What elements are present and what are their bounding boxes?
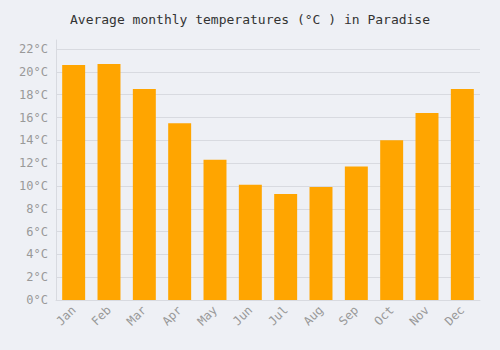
svg-text:Sep: Sep bbox=[336, 303, 361, 328]
svg-text:6°C: 6°C bbox=[26, 225, 48, 239]
svg-text:10°C: 10°C bbox=[19, 179, 48, 193]
svg-text:Apr: Apr bbox=[159, 303, 184, 328]
svg-text:2°C: 2°C bbox=[26, 270, 48, 284]
svg-text:14°C: 14°C bbox=[19, 133, 48, 147]
svg-text:12°C: 12°C bbox=[19, 156, 48, 170]
svg-text:Feb: Feb bbox=[89, 303, 114, 328]
svg-text:Mar: Mar bbox=[124, 303, 149, 328]
svg-text:Dec: Dec bbox=[442, 303, 467, 328]
svg-text:Average monthly temperatures (: Average monthly temperatures (°C ) in Pa… bbox=[70, 12, 430, 27]
svg-text:Jun: Jun bbox=[230, 303, 255, 328]
svg-text:8°C: 8°C bbox=[26, 202, 48, 216]
svg-text:18°C: 18°C bbox=[19, 88, 48, 102]
svg-text:Jan: Jan bbox=[53, 303, 78, 328]
svg-text:0°C: 0°C bbox=[26, 293, 48, 307]
svg-text:20°C: 20°C bbox=[19, 65, 48, 79]
svg-text:Oct: Oct bbox=[371, 303, 396, 328]
svg-text:Jul: Jul bbox=[265, 303, 290, 328]
svg-text:22°C: 22°C bbox=[19, 42, 48, 56]
svg-text:Nov: Nov bbox=[407, 303, 432, 328]
svg-text:16°C: 16°C bbox=[19, 111, 48, 125]
svg-text:Aug: Aug bbox=[301, 303, 326, 328]
svg-text:May: May bbox=[195, 303, 220, 328]
svg-text:4°C: 4°C bbox=[26, 247, 48, 261]
